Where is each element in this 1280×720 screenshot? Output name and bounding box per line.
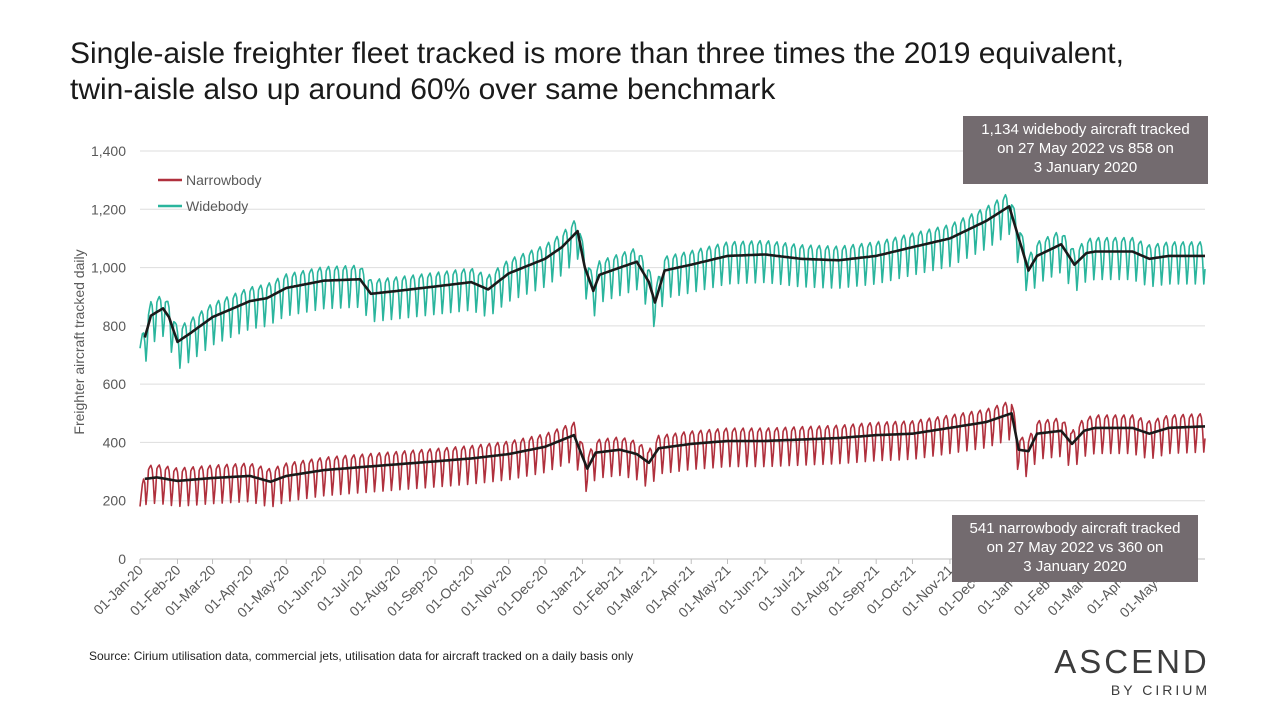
ascend-by-cirium-logo: ASCEND BY CIRIUM <box>1054 643 1210 699</box>
y-tick-label-400: 400 <box>103 434 127 450</box>
y-tick-label-1000: 1,000 <box>91 260 126 276</box>
narrowbody-annotation-callout: 541 narrowbody aircraft tracked on 27 Ma… <box>952 515 1198 582</box>
chart-title-line-2: twin-aisle also up around 60% over same … <box>70 73 776 106</box>
series-lines <box>139 193 1206 508</box>
narrowbody-annotation-line-3: 3 January 2020 <box>1023 558 1127 575</box>
y-tick-label-200: 200 <box>103 493 127 509</box>
y-tick-label-1200: 1,200 <box>91 201 126 217</box>
narrowbody-annotation-line-1: 541 narrowbody aircraft tracked <box>969 520 1181 537</box>
average-line-widebody <box>143 205 1206 344</box>
y-axis-label: Freighter aircraft tracked daily <box>71 249 87 434</box>
chart-title: Single-aisle freighter fleet tracked is … <box>70 36 1240 108</box>
widebody-annotation-callout: 1,134 widebody aircraft tracked on 27 Ma… <box>963 116 1208 184</box>
y-tick-label-1400: 1,400 <box>91 143 126 159</box>
y-tick-label-0: 0 <box>118 551 126 567</box>
brand-name: ASCEND <box>1054 643 1210 680</box>
chart-title-line-1: Single-aisle freighter fleet tracked is … <box>70 37 1124 70</box>
brand-subtitle: BY CIRIUM <box>1110 682 1210 698</box>
y-tick-label-600: 600 <box>103 376 127 392</box>
legend: Narrowbody Widebody <box>158 172 261 214</box>
narrowbody-annotation-line-2: on 27 May 2022 vs 360 on <box>986 539 1164 556</box>
series-line-widebody <box>139 193 1206 369</box>
y-axis-ticks: 0 200 400 600 800 1,000 1,200 1,400 <box>91 143 126 567</box>
y-tick-label-800: 800 <box>103 318 127 334</box>
legend-widebody-label: Widebody <box>186 198 248 214</box>
series-line-narrowbody <box>139 401 1206 508</box>
widebody-annotation-line-1: 1,134 widebody aircraft tracked <box>981 121 1190 138</box>
widebody-annotation-line-2: on 27 May 2022 vs 858 on <box>997 140 1174 157</box>
source-note: Source: Cirium utilisation data, commerc… <box>89 649 634 663</box>
average-line-narrowbody <box>144 412 1206 484</box>
widebody-annotation-line-3: 3 January 2020 <box>1033 159 1138 176</box>
legend-narrowbody-label: Narrowbody <box>186 172 261 188</box>
